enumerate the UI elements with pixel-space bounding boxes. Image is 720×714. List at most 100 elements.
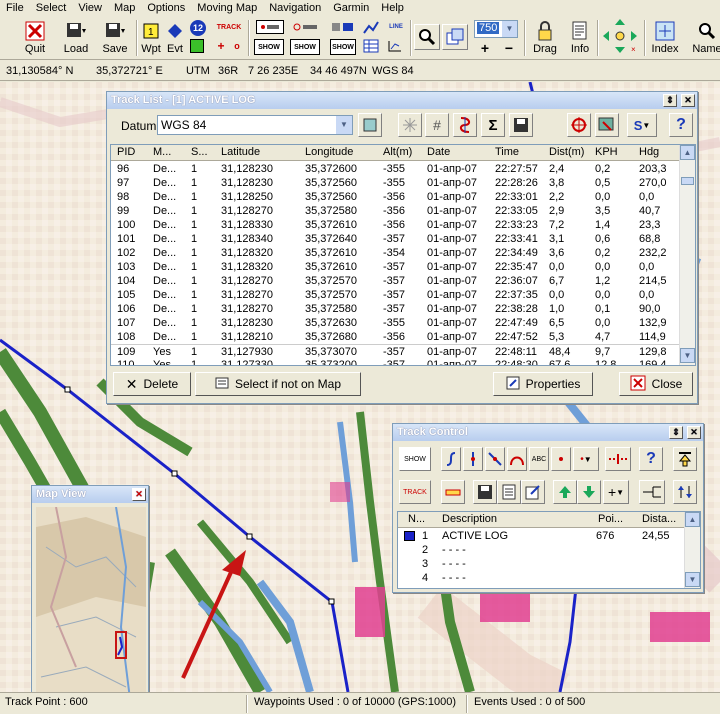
table-row[interactable]: 103 De... 1 31,128320 35,372610 -357 01-апр-07… — [111, 260, 695, 274]
tracks-table[interactable]: N... Description Poi... Dista... 1 ACTIV… — [397, 511, 701, 589]
table-row[interactable]: 101 De... 1 31,128340 35,372640 -357 01-апр-07… — [111, 232, 695, 246]
col-10[interactable]: Hdg — [639, 146, 660, 158]
target-icon[interactable] — [567, 113, 591, 137]
track-control-title-bar[interactable]: Track Control ⇕ ✕ — [393, 424, 703, 441]
waypoint-count-icon[interactable]: 12 — [190, 20, 206, 36]
load-button[interactable]: Load — [60, 18, 92, 58]
abc-icon[interactable]: ABC — [529, 447, 549, 471]
move-button[interactable]: × — [600, 18, 640, 58]
map-image-icon[interactable] — [358, 113, 382, 137]
track-list-window[interactable]: Track List - [1] ACTIVE LOG ⇕ ✕ Datum WG… — [106, 91, 698, 404]
track-bar-icon[interactable] — [441, 480, 465, 504]
map-view-title-bar[interactable]: Map View ✕ — [32, 486, 148, 503]
track-row[interactable]: 3 - - - - — [398, 557, 700, 571]
index-button[interactable]: Index — [648, 18, 682, 58]
menu-item-view[interactable]: View — [78, 2, 102, 14]
show-track-button[interactable]: SHOW — [399, 447, 431, 471]
table-row[interactable]: 109 Yes 1 31,127930 35,373070 -357 01-апр-07 22… — [111, 344, 695, 358]
info-button[interactable]: Info — [566, 18, 594, 58]
menu-item-map[interactable]: Map — [113, 2, 136, 14]
map-view-thumbnail[interactable] — [36, 507, 146, 692]
track-list-icon[interactable] — [497, 480, 521, 504]
hash-icon[interactable]: # — [425, 113, 449, 137]
scroll-thumb[interactable] — [681, 177, 694, 185]
show-waypoints-icon[interactable]: SHOW — [254, 39, 284, 55]
merge-icon[interactable] — [639, 480, 665, 504]
grid-icon[interactable] — [386, 39, 404, 53]
col-7[interactable]: Time — [495, 146, 520, 158]
table-row[interactable]: 104 De... 1 31,128270 35,372570 -357 01-апр-07… — [111, 274, 695, 288]
menu-item-garmin[interactable]: Garmin — [333, 2, 370, 14]
table-row[interactable]: 105 De... 1 31,128270 35,372570 -357 01-апр-07… — [111, 288, 695, 302]
track-control-window[interactable]: Track Control ⇕ ✕ SHOW ABC • ▼ ? TRACK + ▼… — [392, 423, 704, 593]
menu-item-navigation[interactable]: Navigation — [269, 2, 322, 14]
sum-icon[interactable]: Σ — [481, 113, 505, 137]
menu-item-select[interactable]: Select — [35, 2, 67, 14]
table-row[interactable]: 110 Yes 1 31,127330 35,373200 -357 01-апр-07 22… — [111, 358, 695, 365]
route-list-icon[interactable] — [292, 20, 320, 34]
track-edit-icon[interactable] — [521, 480, 545, 504]
datum-select[interactable]: WGS 84 ▼ — [157, 115, 353, 135]
move-up-icon[interactable] — [553, 480, 577, 504]
table-row[interactable]: 96 De... 1 31,128230 35,372600 -355 01-апр-07 2… — [111, 162, 695, 176]
table-row[interactable]: 108 De... 1 31,128210 35,372680 -356 01-апр-07… — [111, 330, 695, 344]
map-view-window[interactable]: Map View ✕ — [31, 485, 149, 692]
delete-button[interactable]: ✕ Delete — [113, 372, 191, 396]
track-row[interactable]: 2 - - - - — [398, 543, 700, 557]
col-0[interactable]: PID — [117, 146, 136, 158]
show-tracks-icon[interactable]: SHOW — [330, 39, 356, 55]
map-tools-icon[interactable] — [595, 113, 619, 137]
table-icon[interactable] — [362, 39, 380, 53]
col-4[interactable]: Longitude — [305, 146, 354, 158]
dot-icon[interactable] — [551, 447, 571, 471]
table-row[interactable]: 100 De... 1 31,128330 35,372610 -356 01-апр-07… — [111, 218, 695, 232]
menu-item-options[interactable]: Options — [147, 2, 186, 14]
windows-icon[interactable] — [442, 24, 468, 50]
table-row[interactable]: 102 De... 1 31,128320 35,372610 -354 01-апр-07… — [111, 246, 695, 260]
drag-button[interactable]: Drag — [530, 18, 560, 58]
track-list-title-bar[interactable]: Track List - [1] ACTIVE LOG ⇕ ✕ — [107, 92, 697, 109]
select-not-on-map-button[interactable]: Select if not on Map — [195, 372, 361, 396]
track-save-icon[interactable] — [473, 480, 497, 504]
chevron-down-icon[interactable]: ▼ — [336, 116, 352, 134]
col-9[interactable]: KPH — [595, 146, 618, 158]
split-track-icon[interactable] — [453, 113, 477, 137]
waypoint-list-icon[interactable] — [256, 20, 284, 34]
name-button[interactable]: Name — [692, 18, 720, 58]
curve-icon[interactable] — [441, 447, 461, 471]
properties-button[interactable]: Properties — [493, 372, 593, 396]
track-points-table[interactable]: PID M... S... Latitude Longitude Alt(m) Date Ti… — [110, 144, 696, 366]
col-2[interactable]: S... — [191, 146, 208, 158]
scroll-down-icon[interactable]: ▼ — [685, 572, 700, 587]
track-row[interactable]: 4 - - - - — [398, 571, 700, 585]
move-down-icon[interactable] — [577, 480, 601, 504]
line-icon[interactable]: LINE — [389, 24, 403, 30]
col-8[interactable]: Dist(m) — [549, 146, 585, 158]
add-track-menu-icon[interactable]: + ▼ — [603, 480, 629, 504]
circle-point-icon[interactable]: o — [234, 41, 240, 51]
table-row[interactable]: 107 De... 1 31,128230 35,372630 -355 01-апр-07… — [111, 316, 695, 330]
zoom-select[interactable]: 750 ▼ — [474, 20, 518, 38]
zoom-icon[interactable] — [414, 24, 440, 50]
move-top-icon[interactable] — [673, 447, 697, 471]
close-button[interactable]: Close — [619, 372, 693, 396]
tracks-scrollbar[interactable]: ▲ ▼ — [684, 512, 700, 588]
track-control-collapse-icon[interactable]: ⇕ — [669, 426, 683, 439]
track-list-icon[interactable] — [330, 20, 356, 34]
scroll-down-icon[interactable]: ▼ — [680, 348, 695, 363]
zoom-out-icon[interactable]: − — [504, 40, 514, 56]
zoom-in-icon[interactable]: + — [480, 40, 490, 56]
col-3[interactable]: Latitude — [221, 146, 261, 158]
table-row[interactable]: 98 De... 1 31,128250 35,372560 -356 01-апр-07 2… — [111, 190, 695, 204]
save-button[interactable]: Save — [100, 18, 130, 58]
menu-item-moving-map[interactable]: Moving Map — [197, 2, 258, 14]
add-segment-icon[interactable] — [605, 447, 631, 471]
map-view-close-icon[interactable]: ✕ — [132, 488, 146, 501]
split-arrows-icon[interactable] — [673, 480, 697, 504]
quit-button[interactable]: Quit — [20, 18, 50, 58]
show-routes-icon[interactable]: SHOW — [290, 39, 320, 55]
track-list-close-icon[interactable]: ✕ — [681, 94, 695, 107]
track-list-collapse-icon[interactable]: ⇕ — [663, 94, 677, 107]
table-row[interactable]: 106 De... 1 31,128270 35,372580 -357 01-апр-07… — [111, 302, 695, 316]
arc-icon[interactable] — [507, 447, 527, 471]
